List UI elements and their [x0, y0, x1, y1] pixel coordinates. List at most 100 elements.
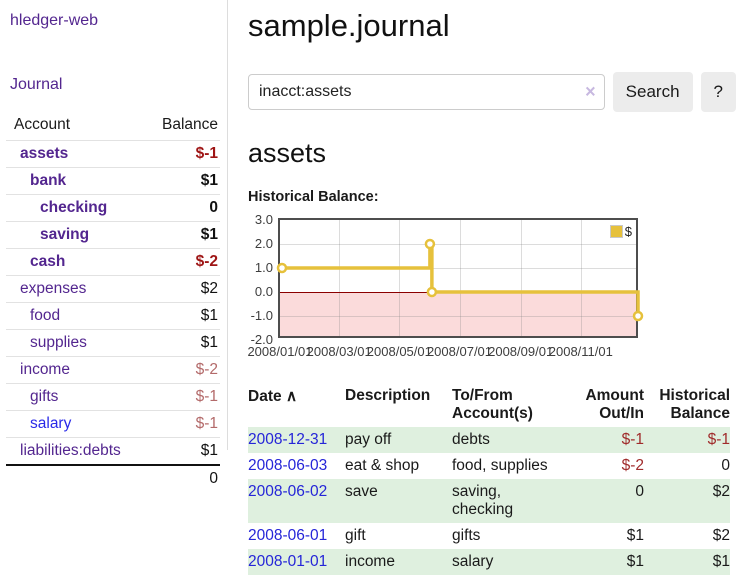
x-axis-tick-label: 2008/05/01: [366, 344, 432, 359]
gridline: [280, 244, 636, 245]
account-link-saving[interactable]: saving: [40, 226, 90, 243]
x-axis-tick-label: 2008/09/01: [488, 344, 554, 359]
gridline: [280, 268, 636, 269]
transaction-date-link[interactable]: 2008-01-01: [248, 553, 328, 570]
register-row: 2008-06-01 gift gifts $1 $2: [248, 523, 730, 549]
chart-plot-area: $: [276, 218, 644, 338]
page-title: sample.journal: [248, 8, 450, 43]
account-row-food: food $1: [6, 302, 220, 330]
transaction-description: eat & shop: [345, 457, 420, 474]
search-button[interactable]: Search: [612, 72, 693, 112]
account-link-salary[interactable]: salary: [30, 415, 72, 432]
account-link-gifts[interactable]: gifts: [30, 388, 59, 405]
account-balance: $1: [142, 329, 220, 357]
chart-legend: $: [609, 224, 632, 239]
account-balance: $-1: [142, 410, 220, 438]
y-axis-tick-label: -2.0: [250, 332, 273, 347]
account-row-expenses: expenses $2: [6, 275, 220, 303]
transaction-date-link[interactable]: 2008-12-31: [248, 431, 328, 448]
data-point-marker: [424, 238, 436, 250]
account-row-bank: bank $1: [6, 167, 220, 195]
app-brand-link[interactable]: hledger-web: [10, 12, 99, 29]
account-balance: $1: [142, 221, 220, 249]
account-row-checking: checking 0: [6, 194, 220, 222]
accounts-total-value: 0: [142, 464, 220, 492]
account-balance: $-2: [142, 248, 220, 276]
transaction-accounts: debts: [452, 427, 564, 453]
transaction-amount: $1: [626, 527, 644, 544]
transaction-date-link[interactable]: 2008-06-03: [248, 457, 328, 474]
account-balance: $-1: [195, 145, 218, 162]
register-row: 2008-01-01 income salary $1 $1: [248, 549, 730, 575]
search-form: × Search ?: [248, 72, 736, 112]
account-link-cash[interactable]: cash: [30, 253, 66, 270]
y-axis-tick-label: 3.0: [254, 212, 273, 227]
y-axis-tick-label: 2.0: [254, 236, 273, 251]
transaction-accounts: food, supplies: [452, 457, 548, 474]
help-button[interactable]: ?: [700, 72, 736, 112]
register-header-accounts: To/From Account(s): [452, 387, 533, 422]
register-header-description: Description: [345, 387, 431, 404]
transaction-balance: $2: [644, 479, 730, 523]
account-heading: assets: [248, 138, 327, 168]
account-link-checking[interactable]: checking: [40, 199, 108, 216]
account-link-bank[interactable]: bank: [30, 172, 67, 189]
main-content: sample.journal × Search ? assets Histori…: [228, 0, 742, 582]
chart-heading: Historical Balance:: [248, 189, 379, 205]
y-axis-tick-label: 1.0: [254, 260, 273, 275]
account-balance: $2: [142, 275, 220, 303]
register-row: 2008-12-31 pay off debts $-1 $-1: [248, 427, 730, 453]
transaction-date-link[interactable]: 2008-06-01: [248, 527, 328, 544]
gridline: [580, 220, 582, 336]
transaction-balance: $-1: [644, 427, 730, 453]
account-row-liabilities-debts: liabilities:debts $1: [6, 437, 220, 465]
x-axis-tick-label: 2008/11/01: [548, 344, 613, 359]
register-header-amount: Amount Out/In: [585, 387, 644, 422]
transaction-amount: $-1: [564, 427, 644, 453]
register-table: Date ∧ Description To/From Account(s) Am…: [248, 383, 730, 575]
y-axis-tick-label: 0.0: [254, 284, 273, 299]
transaction-description: pay off: [345, 427, 452, 453]
sidebar: hledger-web Journal Account Balance asse…: [0, 0, 228, 492]
balance-series: [276, 238, 644, 322]
legend-swatch: [609, 225, 623, 238]
transaction-accounts: saving, checking: [452, 479, 564, 523]
gridline: [520, 220, 522, 336]
account-link-supplies[interactable]: supplies: [30, 334, 87, 351]
account-link-assets[interactable]: assets: [20, 145, 69, 162]
historical-balance-chart: $ 3.0 2.0 1.0 0.0 -1.0 -2.0 2008/01/01 2008/03…: [247, 212, 644, 367]
x-axis-tick-label: 2008/03/01: [306, 344, 372, 359]
transaction-balance: $1: [644, 549, 730, 575]
account-link-expenses[interactable]: expenses: [20, 280, 87, 297]
transaction-balance: $2: [712, 527, 730, 544]
account-link-liabilities-debts[interactable]: liabilities:debts: [20, 442, 121, 459]
y-axis-tick-label: -1.0: [250, 308, 273, 323]
transaction-description: income: [345, 549, 452, 575]
accounts-table: Account Balance assets $-1 bank $1 check…: [6, 112, 220, 492]
account-balance: $-1: [142, 383, 220, 411]
transaction-description: save: [345, 479, 452, 523]
account-link-income[interactable]: income: [20, 361, 70, 378]
transaction-accounts: salary: [452, 549, 564, 575]
account-balance: $1: [142, 437, 220, 465]
account-row-saving: saving $1: [6, 221, 220, 249]
legend-label: $: [624, 224, 632, 239]
data-point-marker: [276, 262, 288, 274]
data-point-marker: [426, 286, 438, 298]
register-header-date[interactable]: Date ∧: [248, 388, 298, 405]
transaction-amount: $-2: [621, 457, 644, 474]
search-input[interactable]: [248, 74, 605, 110]
register-row: 2008-06-02 save saving, checking 0 $2: [248, 479, 730, 523]
account-balance: $1: [142, 167, 220, 195]
clear-search-icon[interactable]: ×: [585, 81, 596, 102]
transaction-accounts: gifts: [452, 527, 481, 544]
account-link-food[interactable]: food: [30, 307, 61, 324]
transaction-date-link[interactable]: 2008-06-02: [248, 483, 328, 500]
account-row-assets: assets $-1: [6, 141, 220, 168]
account-row-cash: cash $-2: [6, 248, 220, 276]
register-header-balance: Historical Balance: [659, 387, 730, 422]
sidebar-item-journal[interactable]: Journal: [10, 76, 63, 93]
accounts-header-account: Account: [6, 112, 143, 141]
transaction-amount: 0: [564, 479, 644, 523]
